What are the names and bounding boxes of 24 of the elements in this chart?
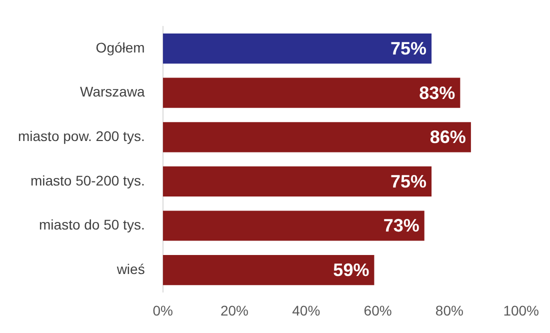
bar — [162, 254, 374, 286]
bar — [162, 78, 460, 108]
data-label: 83% — [419, 82, 456, 103]
x-tick-label: 100% — [503, 302, 540, 318]
bar — [162, 166, 432, 197]
data-label: 73% — [383, 216, 420, 236]
data-label: 75% — [390, 171, 427, 192]
x-tick-label: 80% — [435, 302, 464, 318]
x-tick-label: 40% — [292, 302, 320, 318]
y-tick-label: wieś — [116, 260, 145, 277]
y-tick-label: miasto do 50 tys. — [39, 216, 145, 233]
bar — [162, 122, 471, 152]
y-tick-label: miasto 50-200 tys. — [30, 172, 145, 188]
x-tick-label: 20% — [220, 302, 249, 318]
data-label: 75% — [390, 38, 427, 59]
bar — [162, 210, 424, 241]
y-tick-label: Warszawa — [80, 84, 146, 100]
x-tick-label: 0% — [152, 302, 173, 318]
data-label: 59% — [333, 260, 370, 280]
bar — [162, 33, 432, 64]
y-tick-label: miasto pow. 200 tys. — [18, 128, 145, 144]
x-tick-label: 60% — [364, 302, 392, 318]
y-tick-label: Ogółem — [96, 39, 145, 56]
data-label: 86% — [430, 127, 466, 148]
